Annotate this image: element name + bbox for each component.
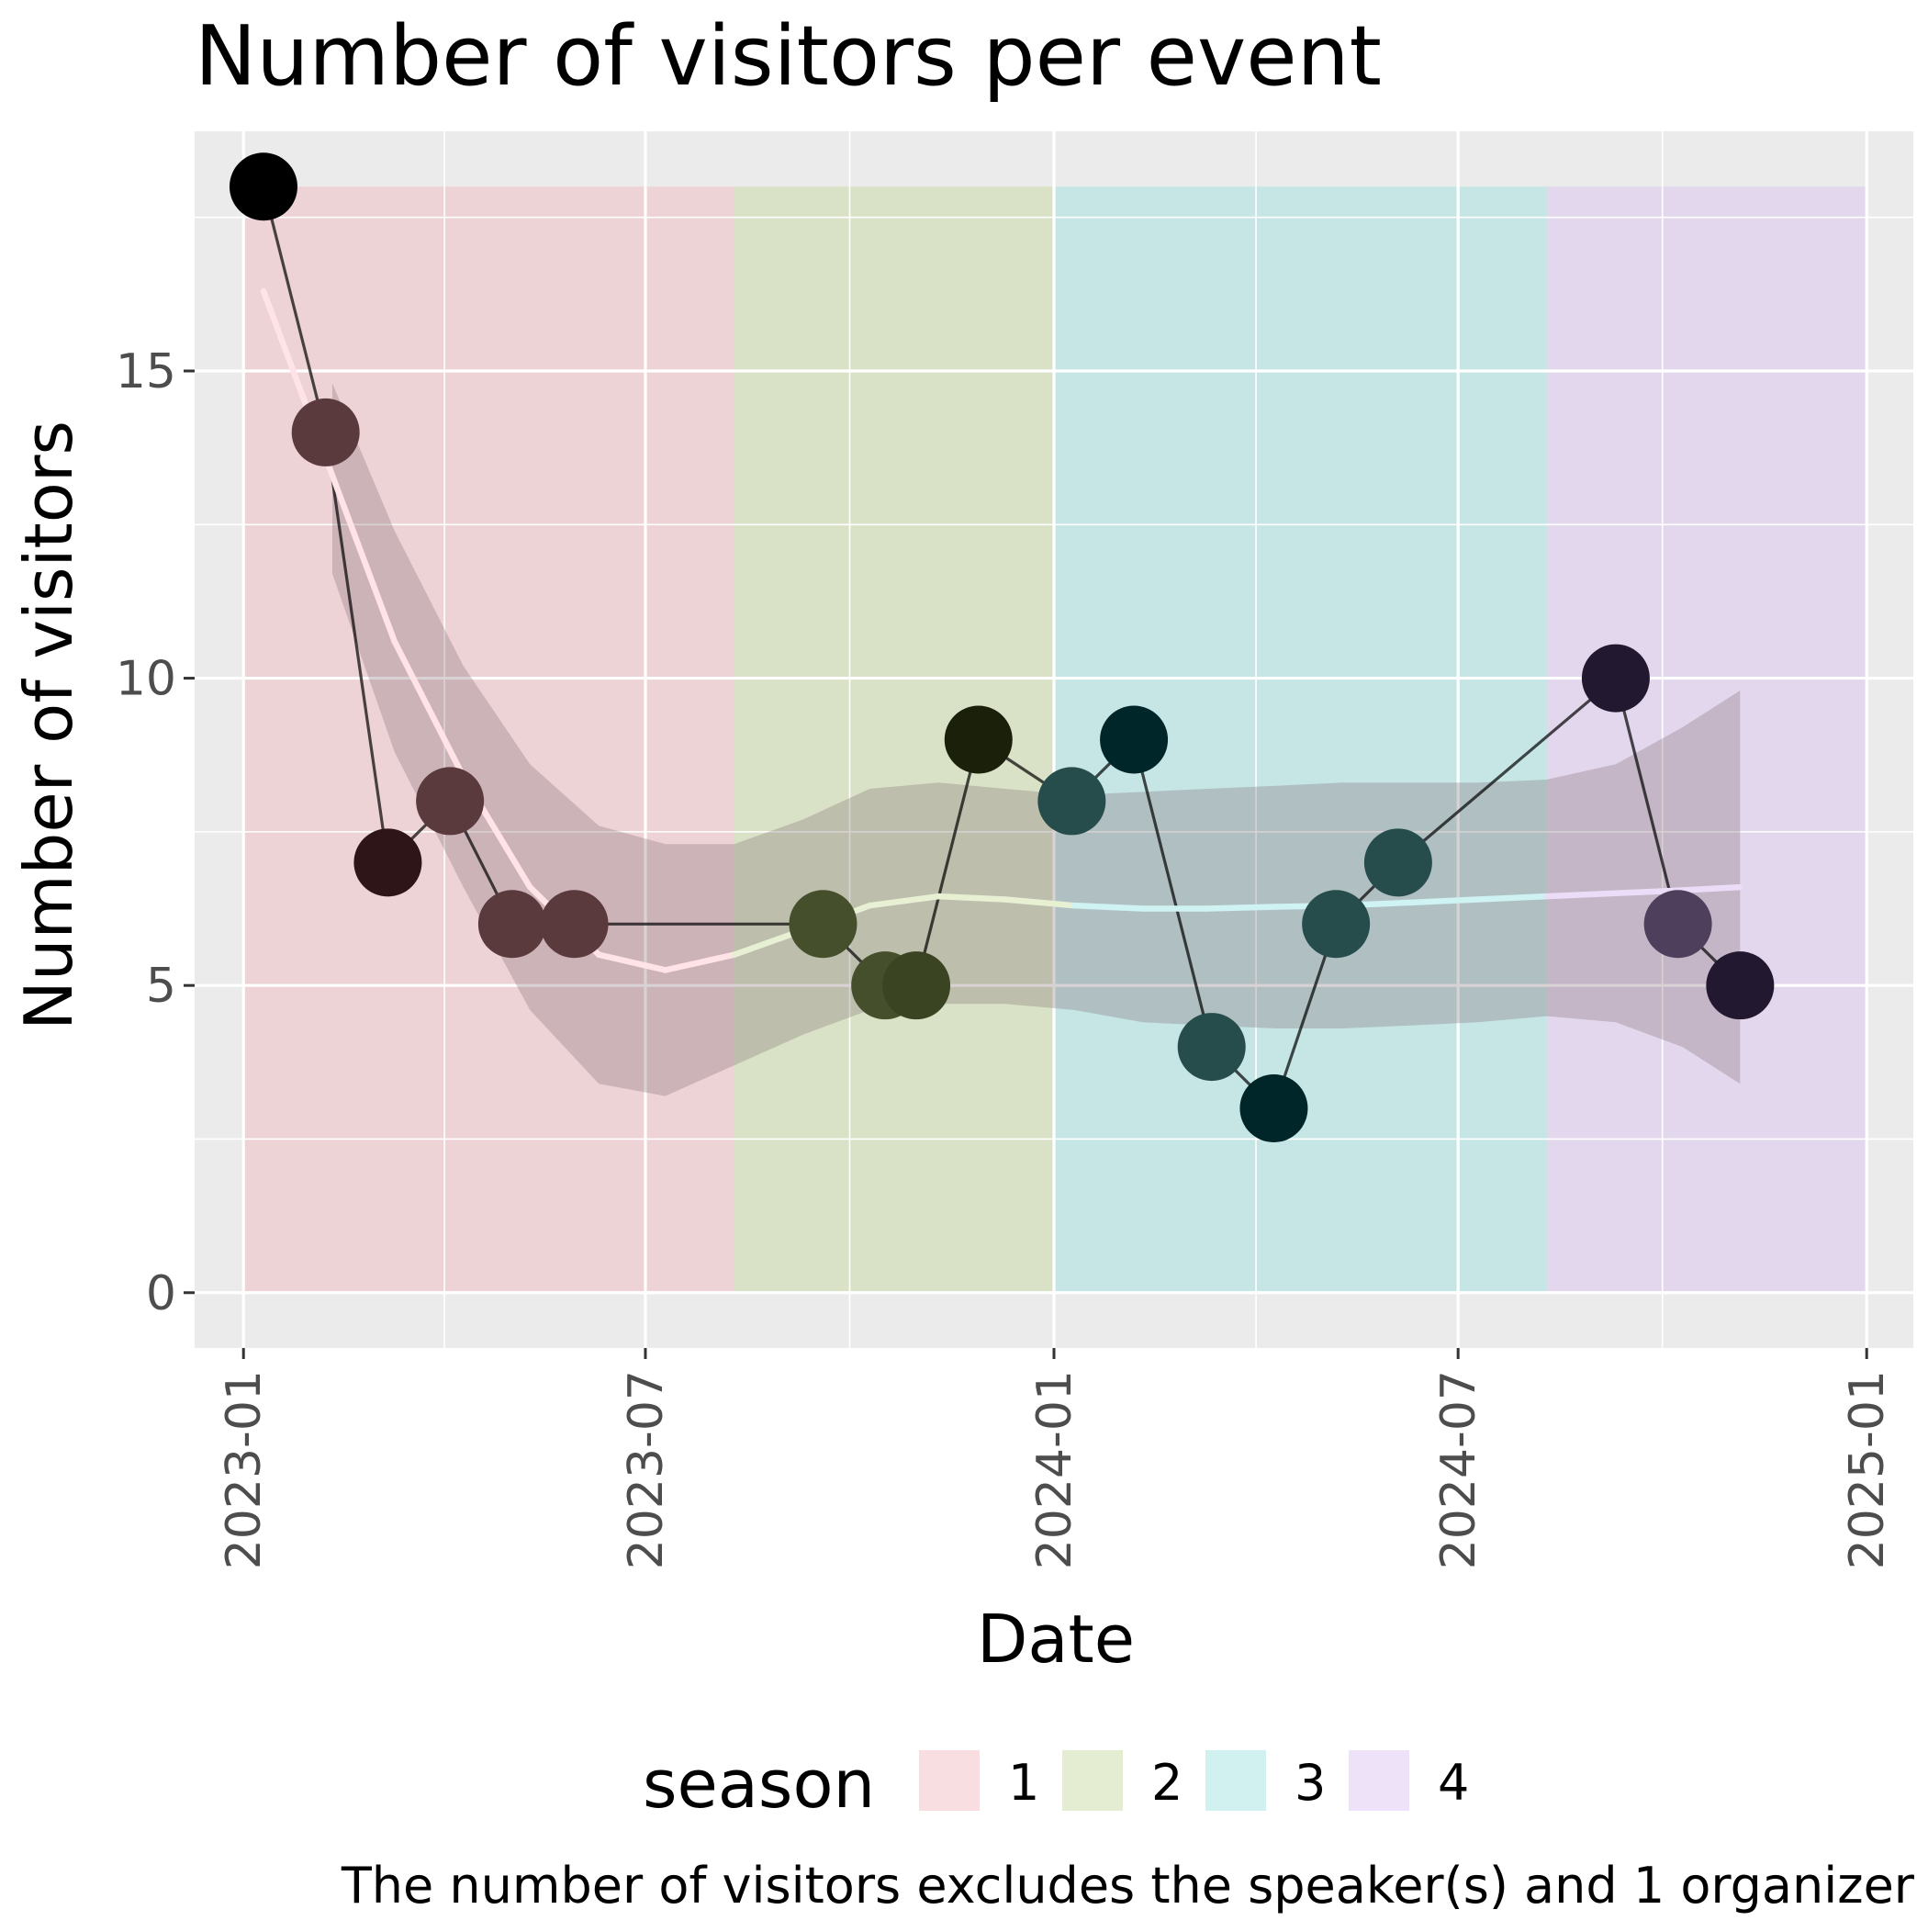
legend-label-2: 2 [1151, 1754, 1183, 1812]
data-point-5 [540, 890, 609, 959]
legend-label-4: 4 [1438, 1754, 1469, 1812]
smooth-segment-6 [662, 951, 737, 973]
legend-key-3 [1204, 1748, 1268, 1813]
data-point-12 [1177, 1013, 1246, 1082]
data-point-16 [1581, 644, 1650, 713]
data-point-13 [1239, 1074, 1308, 1143]
data-point-10 [1037, 767, 1106, 836]
y-axis-title: Number of visitors [10, 421, 87, 1030]
axes: 0 5 10 15 2023-01 2023-07 2024-01 2024-07 2025-0… [116, 344, 1895, 1569]
legend-key-1 [917, 1748, 981, 1813]
x-axis-title: Date [977, 1601, 1135, 1678]
smooth-segment-19 [1543, 890, 1620, 900]
data-point-18 [1706, 951, 1775, 1020]
data-point-11 [1100, 705, 1169, 774]
x-tick-label-0: 2023-01 [217, 1370, 272, 1569]
visitor-points [229, 152, 1775, 1143]
data-point-6 [789, 890, 858, 959]
legend-key-4 [1347, 1748, 1411, 1813]
data-point-17 [1643, 890, 1712, 959]
data-point-2 [353, 828, 422, 897]
legend-label-3: 3 [1295, 1754, 1326, 1812]
data-point-3 [416, 767, 485, 836]
smooth-trend [260, 287, 1743, 973]
ribbon-area [332, 383, 1741, 1096]
smooth-segment-17 [1408, 896, 1482, 906]
data-point-14 [1302, 890, 1371, 959]
smooth-segment-12 [1070, 902, 1146, 912]
smooth-segment-1 [329, 472, 398, 645]
legend-label-1: 1 [1008, 1754, 1039, 1812]
smooth-segment-21 [1679, 883, 1743, 893]
y-tick-label-0: 0 [146, 1266, 176, 1321]
smooth-segment-10 [935, 893, 1009, 903]
y-tick-label-1: 5 [146, 959, 176, 1014]
y-tick-label-3: 15 [116, 344, 176, 399]
x-tick-label-1: 2023-07 [619, 1370, 674, 1569]
legend: season 1 2 3 4 [643, 1746, 1469, 1823]
data-point-1 [291, 398, 360, 466]
smooth-segment-14 [1204, 904, 1280, 912]
y-tick-label-2: 10 [116, 652, 176, 707]
chart-caption: The number of visitors excludes the spea… [341, 1857, 1915, 1915]
data-point-4 [477, 890, 546, 959]
data-point-8 [882, 951, 951, 1020]
chart-title: Number of visitors per event [195, 8, 1382, 105]
smooth-segment-11 [1002, 896, 1078, 909]
smooth-segment-5 [595, 951, 668, 973]
x-tick-label-3: 2024-07 [1431, 1370, 1486, 1569]
x-tick-label-4: 2025-01 [1840, 1370, 1895, 1569]
legend-title: season [643, 1746, 875, 1823]
smooth-segment-2 [391, 638, 466, 780]
data-point-15 [1363, 828, 1432, 897]
smooth-segment-9 [867, 893, 942, 909]
smooth-segment-18 [1474, 893, 1551, 903]
legend-key-2 [1060, 1748, 1125, 1813]
grid-lines [195, 131, 1913, 1348]
data-point-9 [944, 705, 1013, 774]
confidence-ribbon [332, 383, 1741, 1096]
data-point-0 [229, 152, 297, 221]
x-tick-label-2: 2024-01 [1027, 1370, 1082, 1569]
